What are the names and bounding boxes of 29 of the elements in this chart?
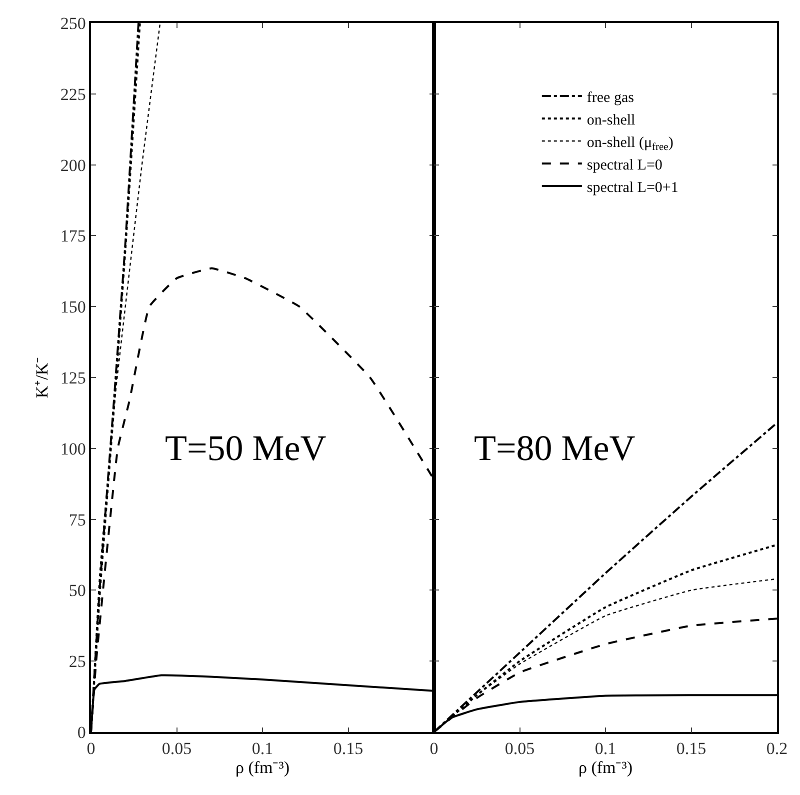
x-tick-label: 0.15 xyxy=(333,739,364,758)
y-tick-label: 100 xyxy=(60,439,86,458)
y-tick-label: 75 xyxy=(68,510,86,530)
legend-label: free gas xyxy=(586,90,634,106)
legend-label: spectral L=0 xyxy=(586,157,662,174)
x-tick-label: 0.1 xyxy=(594,739,616,758)
legend-label: spectral L=0+1 xyxy=(586,180,678,196)
x-axis-title: ρ (fm⁻³) xyxy=(578,758,633,778)
annotation: T=50 MeV xyxy=(165,428,326,468)
x-tick-label: 0.05 xyxy=(504,739,535,758)
x-tick-label: 0.1 xyxy=(252,739,274,758)
x-tick-label: 0.2 xyxy=(766,739,788,758)
y-tick-label: 0 xyxy=(77,722,86,742)
y-tick-label: 25 xyxy=(68,652,86,672)
y-tick-label: 175 xyxy=(60,226,86,246)
y-tick-label: 50 xyxy=(68,581,86,600)
y-axis-title: K⁺/K⁻ xyxy=(32,356,52,398)
y-tick-label: 125 xyxy=(60,368,86,388)
x-tick-label: 0.05 xyxy=(162,739,192,758)
legend-label: on-shell xyxy=(586,112,636,128)
y-tick-label: 200 xyxy=(60,156,86,175)
legend-label: on-shell (μ$_{free}$) xyxy=(586,134,674,153)
annotation: T=80 MeV xyxy=(474,428,636,468)
y-tick-label: 225 xyxy=(60,84,86,104)
x-axis-title: ρ (fm⁻³) xyxy=(235,758,290,778)
x-tick-label: 0.15 xyxy=(676,739,706,758)
y-tick-label: 150 xyxy=(60,298,86,317)
x-tick-label: 0 xyxy=(430,739,438,758)
y-tick-label: 250 xyxy=(60,14,86,33)
